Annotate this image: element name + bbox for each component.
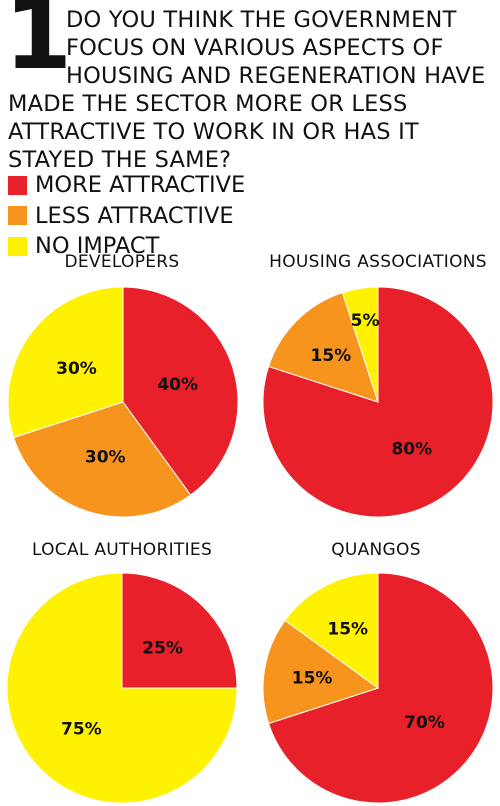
pie-slice-no-impact xyxy=(341,286,379,403)
legend-label: LESS ATTRACTIVE xyxy=(35,202,234,229)
chart-title-local-authorities: LOCAL AUTHORITIES xyxy=(31,540,213,560)
pie-label-less-attractive: 15% xyxy=(292,669,333,689)
pie-label-no-impact: 15% xyxy=(327,620,368,640)
legend-item-more-attractive: MORE ATTRACTIVE xyxy=(8,171,245,199)
pie-slice-less-attractive xyxy=(267,291,379,403)
pie-label-no-impact: 75% xyxy=(61,720,102,740)
chart-title-housing-associations: HOUSING ASSOCIATIONS xyxy=(269,252,487,272)
pie-slice-more-attractive xyxy=(262,286,494,518)
legend-label: MORE ATTRACTIVE xyxy=(35,172,246,198)
chart-title-quangos: QUANGOS xyxy=(331,540,421,560)
pie-label-more-attractive: 25% xyxy=(142,638,183,658)
pie-slice-more-attractive xyxy=(267,572,494,804)
legend-item-no-impact: NO IMPACT xyxy=(8,232,159,260)
question-line: DO YOU THINK THE GOVERNMENT xyxy=(66,7,457,33)
question-line: STAYED THE SAME? xyxy=(8,147,232,173)
chart-title-developers: DEVELOPERS xyxy=(64,252,180,272)
pie-label-more-attractive: 40% xyxy=(157,375,198,395)
pie-label-more-attractive: 70% xyxy=(404,713,445,733)
pie-slice-more-attractive xyxy=(122,286,239,496)
pie-label-less-attractive: 30% xyxy=(85,448,126,468)
pie-slice-no-impact xyxy=(7,286,124,439)
legend-item-less-attractive: LESS ATTRACTIVE xyxy=(8,202,234,230)
pie-slice-less-attractive xyxy=(12,401,192,518)
legend-swatch xyxy=(8,175,27,195)
pie-slice-no-impact xyxy=(284,572,379,689)
pie-slice-no-impact xyxy=(6,572,238,804)
legend: MORE ATTRACTIVE LESS ATTRACTIVE NO IMPAC… xyxy=(8,171,498,263)
question-text: DO YOU THINK THE GOVERNMENT FOCUS ON VAR… xyxy=(8,6,496,174)
pie-chart-housing-associations: 80% 15%5% xyxy=(262,286,494,518)
pie-label-more-attractive: 80% xyxy=(391,440,432,460)
legend-swatch xyxy=(8,236,27,256)
question-line: MADE THE SECTOR MORE OR LESS xyxy=(8,91,408,117)
pie-slice-more-attractive xyxy=(121,572,238,689)
pie-label-less-attractive: 15% xyxy=(310,346,351,366)
question-line: ATTRACTIVE TO WORK IN OR HAS IT xyxy=(8,119,419,145)
legend-swatch xyxy=(8,206,27,225)
pie-label-no-impact: 30% xyxy=(56,359,97,379)
pie-label-no-impact: 5% xyxy=(351,311,380,331)
pie-chart-quangos: 70% 15% 15% xyxy=(262,572,494,804)
question-line: FOCUS ON VARIOUS ASPECTS OF xyxy=(66,35,444,61)
question-line: HOUSING AND REGENERATION HAVE xyxy=(66,63,486,89)
question-number: 1 xyxy=(4,0,72,92)
legend-label: NO IMPACT xyxy=(35,233,160,259)
pie-slice-less-attractive xyxy=(262,619,380,725)
pie-chart-developers: 40% 30% 30% xyxy=(7,286,239,518)
pie-chart-local-authorities: 25% 75% xyxy=(6,572,238,804)
